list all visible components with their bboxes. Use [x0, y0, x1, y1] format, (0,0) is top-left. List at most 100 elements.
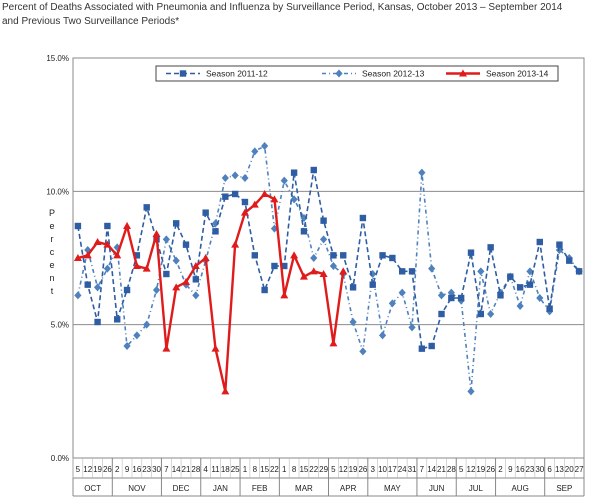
data-point-season-2012-13-40: [467, 387, 475, 396]
data-point-season-2013-14-20: [270, 195, 279, 203]
data-point-season-2011-12-22: [290, 169, 298, 176]
x-tick-label-44: 9: [508, 465, 513, 474]
data-point-season-2012-13-16: [231, 171, 239, 180]
month-label-oct: OCT: [84, 484, 101, 493]
data-point-season-2011-12-47: [536, 238, 543, 246]
y-axis-label-letter-1: e: [49, 221, 54, 231]
data-point-season-2012-13-9: [162, 235, 170, 244]
month-label-jan: JAN: [213, 484, 228, 493]
x-tick-label-12: 28: [191, 465, 200, 474]
data-point-season-2012-13-12: [192, 291, 200, 300]
x-tick-label-39: 5: [459, 465, 464, 474]
data-point-season-2012-13-41: [477, 267, 485, 276]
x-tick-label-3: 26: [103, 465, 112, 474]
data-point-season-2011-12-13: [202, 209, 209, 216]
data-point-season-2013-14-3: [103, 240, 112, 248]
data-point-season-2013-14-10: [172, 283, 181, 291]
data-point-season-2011-12-33: [399, 268, 406, 275]
data-point-season-2011-12-41: [477, 310, 485, 318]
x-tick-label-36: 14: [427, 465, 436, 474]
x-tick-label-7: 23: [142, 465, 151, 474]
data-point-season-2012-13-38: [447, 288, 455, 297]
data-point-season-2011-12-27: [340, 252, 347, 259]
data-point-season-2012-13-26: [329, 262, 338, 270]
data-point-season-2012-13-8: [152, 286, 161, 294]
data-point-season-2011-12-24: [310, 166, 317, 174]
x-tick-label-9: 7: [164, 465, 169, 474]
data-point-season-2011-12-34: [408, 268, 416, 275]
x-tick-label-4: 2: [115, 465, 120, 474]
data-point-season-2013-14-18: [250, 200, 259, 208]
x-tick-label-45: 16: [516, 465, 525, 474]
data-point-season-2013-14-6: [132, 262, 141, 269]
data-point-season-2011-12-18: [251, 252, 258, 259]
data-point-season-2011-12-0: [74, 222, 82, 230]
data-point-season-2011-12-42: [487, 244, 494, 251]
x-tick-label-2: 19: [93, 465, 102, 474]
x-tick-label-42: 26: [486, 465, 495, 474]
data-point-season-2011-12-15: [222, 193, 229, 200]
x-tick-label-0: 5: [76, 465, 81, 474]
data-point-season-2012-13-10: [172, 256, 180, 265]
y-axis-label-letter-5: n: [49, 273, 54, 283]
month-label-may: MAY: [384, 484, 401, 493]
x-tick-label-5: 9: [125, 465, 130, 474]
data-point-season-2013-14-5: [123, 222, 132, 229]
data-point-season-2011-12-51: [575, 268, 583, 275]
data-point-season-2011-12-3: [104, 222, 111, 230]
legend-marker-season-2011-12: [179, 70, 187, 77]
data-point-season-2012-13-45: [516, 302, 524, 310]
data-point-season-2011-12-2: [94, 318, 101, 326]
data-point-season-2011-12-19: [261, 286, 268, 294]
data-point-season-2011-12-21: [281, 262, 288, 270]
data-point-season-2012-13-36: [428, 264, 436, 273]
x-tick-label-16: 25: [231, 465, 240, 474]
data-point-season-2011-12-37: [438, 310, 445, 318]
x-tick-label-19: 15: [260, 465, 269, 474]
x-tick-label-17: 1: [243, 465, 248, 474]
x-tick-label-47: 30: [535, 465, 544, 474]
data-point-season-2012-13-49: [555, 246, 564, 254]
month-label-dec: DEC: [173, 484, 190, 493]
data-point-season-2011-12-1: [84, 281, 91, 288]
data-point-season-2011-12-5: [123, 286, 131, 294]
data-point-season-2013-14-12: [191, 262, 200, 269]
data-point-season-2012-13-30: [369, 270, 377, 278]
data-point-season-2011-12-10: [172, 220, 180, 227]
data-point-season-2011-12-7: [143, 204, 150, 211]
data-point-season-2013-14-0: [73, 254, 82, 261]
month-label-aug: AUG: [511, 484, 528, 493]
legend-box: [155, 65, 559, 82]
data-point-season-2012-13-28: [349, 318, 357, 326]
x-tick-label-14: 11: [211, 465, 220, 474]
data-point-season-2013-14-9: [162, 344, 171, 352]
data-point-season-2011-12-23: [300, 228, 308, 235]
month-label-feb: FEB: [252, 484, 268, 493]
legend-marker-season-2012-13: [335, 69, 343, 78]
data-point-season-2011-12-20: [271, 262, 278, 270]
y-tick-label-2: 10.0%: [46, 187, 69, 196]
data-point-season-2013-14-25: [319, 270, 328, 277]
data-point-season-2013-14-1: [83, 251, 92, 259]
data-point-season-2012-13-21: [280, 176, 288, 185]
x-tick-label-25: 29: [319, 465, 328, 474]
data-point-season-2013-14-27: [339, 267, 348, 275]
data-point-season-2011-12-26: [330, 252, 337, 259]
y-tick-label-1: 5.0%: [51, 321, 69, 330]
x-tick-label-33: 24: [398, 465, 407, 474]
series-line-season-2013-14: [77, 192, 345, 392]
x-tick-label-35: 7: [420, 465, 425, 474]
y-axis-label-letter-0: P: [49, 208, 55, 218]
data-point-season-2011-12-12: [192, 276, 200, 283]
data-point-season-2013-14-16: [231, 240, 240, 248]
data-point-season-2012-13-47: [536, 294, 544, 302]
data-point-season-2012-13-42: [487, 310, 495, 318]
data-point-season-2012-13-31: [378, 331, 387, 340]
x-tick-label-21: 1: [282, 465, 287, 474]
legend-label-season-2011-12: Season 2011-12: [206, 69, 268, 79]
x-tick-label-48: 6: [547, 465, 552, 474]
x-tick-label-8: 30: [152, 465, 161, 474]
data-point-season-2012-13-15: [221, 174, 229, 182]
x-tick-label-10: 14: [172, 465, 181, 474]
